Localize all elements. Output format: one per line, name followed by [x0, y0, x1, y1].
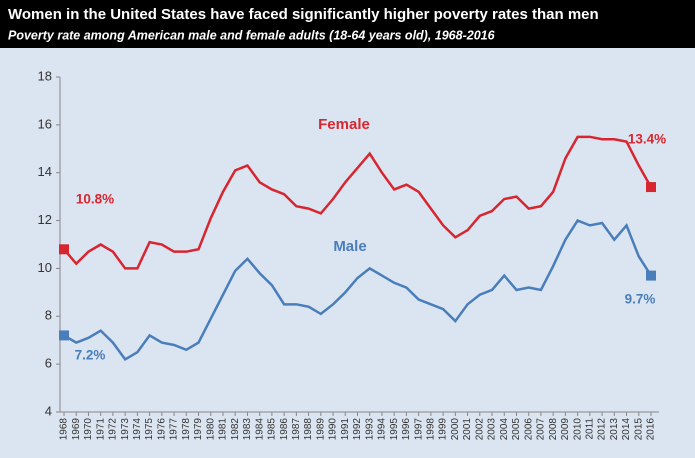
chart-subtitle: Poverty rate among American male and fem…: [8, 28, 496, 42]
y-tick-label: 8: [45, 308, 52, 323]
x-tick-label: 1993: [364, 418, 375, 441]
x-tick-label: 1983: [242, 418, 253, 441]
x-tick-label: 1996: [401, 418, 412, 441]
x-tick-label: 1992: [352, 418, 363, 441]
x-tick-label: 1981: [218, 418, 229, 441]
x-tick-label: 1970: [83, 418, 94, 441]
x-tick-label: 1976: [156, 418, 167, 441]
y-tick-label: 18: [38, 68, 52, 83]
x-tick-label: 2002: [474, 418, 485, 441]
x-tick-label: 2015: [633, 418, 644, 441]
x-tick-label: 1991: [340, 418, 351, 441]
x-tick-label: 2000: [450, 418, 461, 441]
y-tick-label: 6: [45, 356, 52, 371]
x-tick-label: 1969: [71, 418, 82, 441]
y-tick-label: 4: [45, 403, 52, 418]
x-tick-label: 2007: [536, 418, 547, 441]
x-tick-label: 2012: [597, 418, 608, 441]
x-tick-label: 2005: [511, 418, 522, 441]
series-label: Male: [333, 238, 366, 255]
x-tick-label: 1997: [413, 418, 424, 441]
x-tick-label: 1974: [132, 418, 143, 441]
end-marker: [59, 330, 69, 341]
x-tick-label: 1986: [279, 418, 290, 441]
x-tick-label: 1971: [95, 418, 106, 441]
x-tick-label: 1988: [303, 418, 314, 441]
y-tick-label: 14: [38, 164, 52, 179]
series-line: [63, 135, 653, 270]
x-tick-label: 2014: [621, 418, 632, 441]
x-tick-label: 2010: [572, 418, 583, 441]
x-tick-label: 1995: [389, 418, 400, 441]
x-tick-label: 2011: [584, 418, 595, 440]
end-marker: [646, 270, 656, 281]
x-tick-label: 2016: [646, 418, 657, 441]
x-tick-label: 1999: [438, 418, 449, 441]
x-tick-label: 2013: [609, 418, 620, 441]
x-tick-label: 1985: [267, 418, 278, 441]
x-tick-label: 2009: [560, 418, 571, 441]
series-line: [63, 219, 653, 362]
value-label: 9.7%: [625, 292, 656, 307]
x-tick-label: 1978: [181, 418, 192, 441]
x-tick-label: 2006: [523, 418, 534, 441]
x-tick-label: 1998: [426, 418, 437, 441]
series-label: Female: [318, 116, 370, 133]
x-tick-label: 1973: [120, 418, 131, 441]
x-tick-label: 1984: [254, 418, 265, 441]
x-tick-label: 1980: [205, 418, 216, 441]
value-label: 10.8%: [76, 192, 114, 207]
x-tick-label: 1979: [193, 418, 204, 441]
value-label: 13.4%: [628, 132, 666, 147]
x-tick-label: 1994: [377, 418, 388, 441]
chart-title: Women in the United States have faced si…: [8, 6, 599, 23]
x-tick-label: 2008: [548, 418, 559, 441]
x-tick-label: 2004: [499, 418, 510, 441]
x-tick-label: 1972: [108, 418, 119, 441]
x-tick-label: 1975: [144, 418, 155, 441]
value-label: 7.2%: [75, 348, 106, 363]
x-tick-label: 2003: [487, 418, 498, 441]
y-tick-label: 12: [38, 212, 52, 227]
end-marker: [59, 244, 69, 255]
end-marker: [646, 182, 656, 193]
x-tick-label: 2001: [462, 418, 473, 441]
x-tick-label: 1989: [315, 418, 326, 441]
y-tick-label: 10: [38, 260, 52, 275]
x-tick-label: 1977: [169, 418, 180, 441]
x-tick-label: 1987: [291, 418, 302, 441]
title-bar: [0, 0, 695, 48]
x-tick-label: 1982: [230, 418, 241, 441]
y-tick-label: 16: [38, 116, 52, 131]
x-tick-label: 1968: [59, 418, 70, 441]
x-tick-label: 1990: [328, 418, 339, 441]
